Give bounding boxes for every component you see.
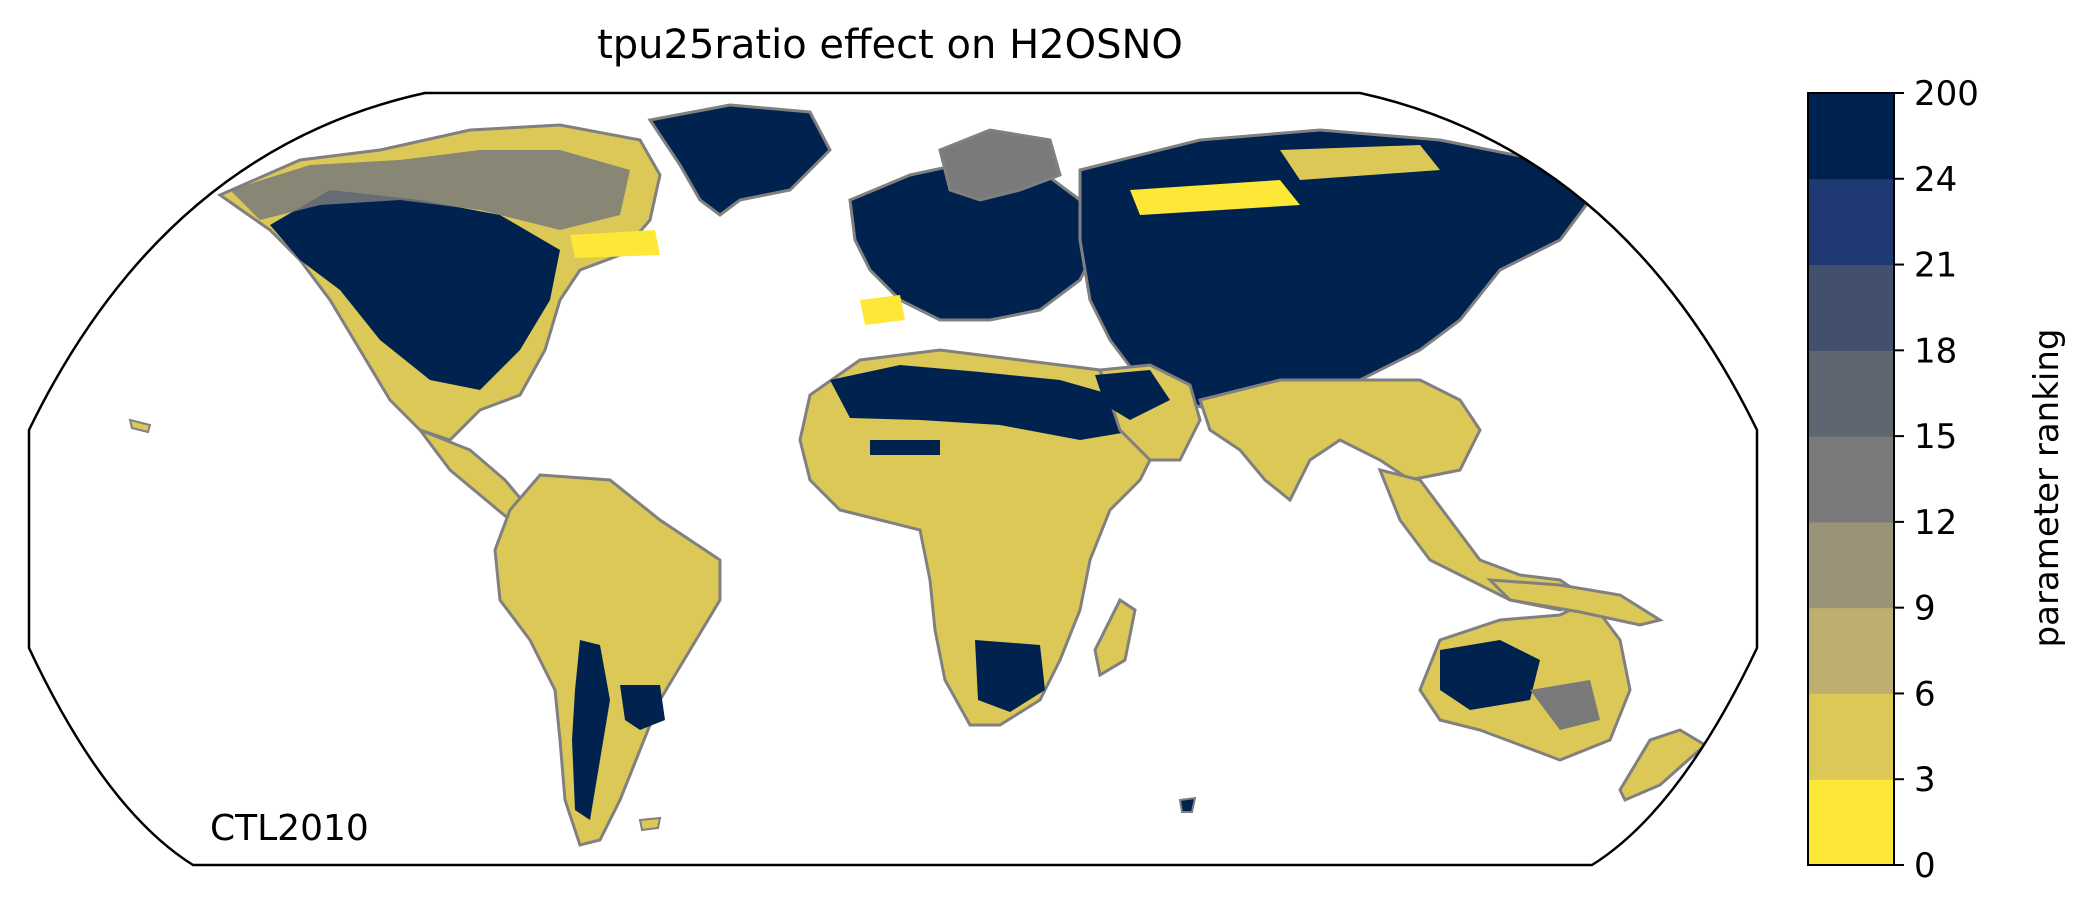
run-label: CTL2010 — [210, 808, 369, 849]
north-america-snow — [270, 190, 560, 390]
colorbar-tick-label: 200 — [1914, 74, 1979, 114]
south-asia-land — [1198, 378, 1482, 503]
land-fill — [128, 103, 1708, 847]
siberia-mixed — [1280, 145, 1440, 180]
colorbar-segment — [1808, 93, 1894, 180]
colorbar-tick-label: 3 — [1914, 760, 1936, 800]
indonesia-land — [1486, 578, 1664, 627]
canada-mixed — [230, 150, 630, 230]
colorbar-tick-label: 18 — [1914, 331, 1957, 371]
colorbar: 0 3 6 9 12 15 18 21 24 200 — [1807, 74, 1979, 886]
antarctic-island — [1178, 796, 1197, 813]
europe-bright — [860, 295, 905, 325]
colorbar-tick-label: 0 — [1914, 846, 1936, 886]
arabia-snow — [1095, 370, 1170, 420]
australia-mixed — [1530, 680, 1600, 730]
colorbar-tick-label: 9 — [1914, 589, 1936, 629]
map-title: tpu25ratio effect on H2OSNO — [597, 22, 1183, 68]
greenland-land — [647, 103, 832, 217]
colorbar-segment — [1808, 607, 1894, 694]
colorbar-segment — [1808, 350, 1894, 437]
madagascar-land — [1093, 597, 1137, 678]
map-panel: CTL2010 — [27, 91, 1759, 867]
falkland-land — [638, 816, 662, 832]
new-zealand-land — [1618, 728, 1708, 802]
scandinavia-mixed — [938, 128, 1062, 202]
argentina-snow — [620, 685, 665, 730]
colorbar-segment — [1808, 178, 1894, 266]
south-america-land — [493, 473, 722, 847]
colorbar-tick-label: 21 — [1914, 246, 1957, 286]
canada-bright — [570, 230, 660, 258]
colorbar-segment — [1808, 264, 1894, 351]
map-boundary — [27, 91, 1759, 867]
colorbar-segment — [1808, 779, 1894, 866]
colorbar-tick-label: 15 — [1914, 417, 1957, 457]
hawaii-land — [128, 418, 152, 434]
colorbar-segment — [1808, 436, 1894, 523]
colorbar-segment — [1808, 693, 1894, 780]
sahara-snow — [830, 365, 1140, 440]
colorbar-tick-label: 12 — [1914, 503, 1957, 543]
colorbar-tick-label: 24 — [1914, 160, 1957, 200]
sahel-snow — [870, 440, 940, 455]
southern-africa-snow — [975, 640, 1045, 712]
colorbar-tick-label: 6 — [1914, 674, 1936, 714]
patagonia-snow — [572, 640, 610, 820]
colorbar-frame — [1807, 92, 1895, 866]
siberia-bright — [1130, 180, 1300, 215]
colorbar-segment — [1808, 521, 1894, 609]
australia-snow — [1440, 640, 1540, 710]
colorbar-label: parameter ranking — [2027, 329, 2067, 648]
